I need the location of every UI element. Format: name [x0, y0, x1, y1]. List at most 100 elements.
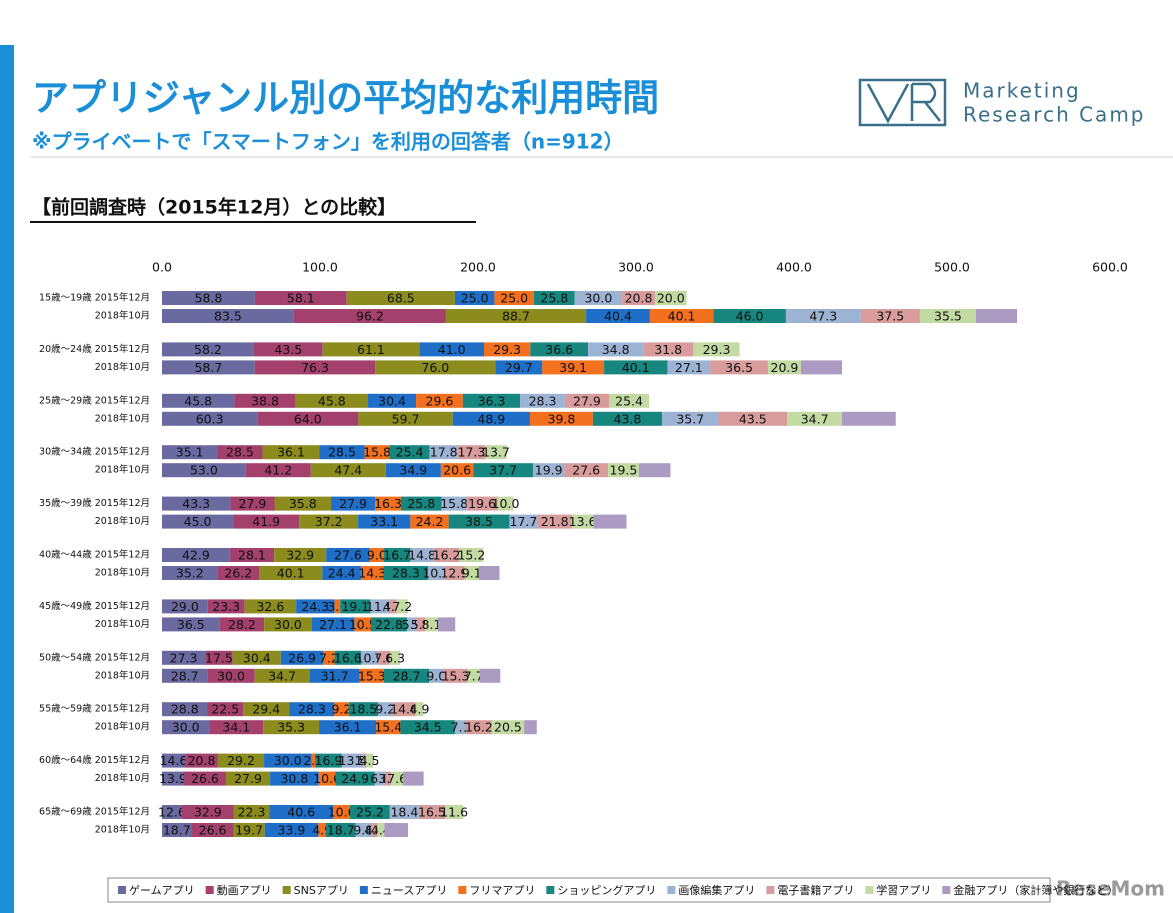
bar-segment — [509, 514, 538, 529]
data-label: 28.3 — [392, 566, 420, 581]
bar-segment — [162, 514, 234, 529]
section-heading: 【前回調査時（2015年12月）との比較】 — [32, 196, 396, 219]
category-label: 2018年10月 — [95, 310, 150, 322]
bar-segment — [392, 702, 416, 717]
x-tick-label: 500.0 — [934, 260, 970, 275]
bar-segment — [348, 702, 378, 717]
data-label: 15.3 — [442, 668, 470, 683]
data-label: 35.2 — [176, 566, 204, 581]
data-label: 83.5 — [214, 309, 242, 324]
bar-segment — [162, 771, 184, 786]
data-label: 88.7 — [502, 309, 530, 324]
data-label: 15.8 — [363, 445, 391, 460]
data-label: 10.6 — [328, 805, 356, 820]
bar-segment — [454, 291, 495, 305]
data-label: 10.9 — [356, 650, 384, 665]
bar-segment — [326, 823, 356, 837]
bar-segment — [495, 360, 543, 375]
bar-segment — [437, 617, 456, 632]
bar-segment — [389, 805, 419, 819]
bar-segment — [593, 514, 627, 529]
data-label: 27.1 — [675, 360, 703, 375]
data-label: 43.8 — [614, 411, 642, 426]
bar-segment — [207, 599, 245, 614]
bar-segment — [219, 617, 265, 632]
category-label: 60歳～64歳 2015年12月 — [39, 754, 150, 766]
legend-marker — [118, 886, 126, 894]
category-label: 2018年10月 — [95, 412, 150, 424]
data-label: 64.0 — [294, 411, 322, 426]
data-label: 10.5 — [349, 617, 377, 632]
bar-segment — [524, 720, 537, 735]
data-label: 47.3 — [809, 309, 837, 324]
bar-segment — [466, 496, 498, 511]
bar-segment — [270, 771, 319, 786]
bar-segment — [464, 566, 479, 580]
data-label: 29.3 — [493, 342, 521, 357]
bar-segment — [368, 393, 417, 408]
data-label: 16.2 — [433, 548, 461, 563]
data-label: 25.0 — [500, 291, 528, 306]
data-label: 17.5 — [205, 650, 233, 665]
bar-segment — [383, 566, 429, 580]
bar-segment — [542, 360, 605, 375]
data-label: 7.1 — [451, 720, 471, 735]
data-label: 41.0 — [438, 342, 466, 357]
data-label: 43.3 — [182, 496, 210, 511]
data-label: 30.0 — [172, 720, 200, 735]
bar-segment — [407, 617, 417, 632]
data-label: 40.1 — [668, 309, 696, 324]
data-label: 24.2 — [416, 514, 444, 529]
bar-segment — [280, 650, 324, 665]
bar-segment — [622, 291, 655, 305]
legend-label: フリマアプリ — [469, 884, 535, 897]
bar-segment — [403, 771, 424, 786]
data-label: 20.8 — [625, 291, 653, 306]
bar-segment — [667, 360, 711, 375]
data-label: 27.9 — [339, 496, 367, 511]
data-label: 43.5 — [274, 342, 302, 357]
data-label: 31.8 — [654, 342, 682, 357]
bar-segment — [340, 599, 371, 614]
subtitle: ※プライベートで「スマートフォン」を利用の回答者（n=912） — [32, 130, 624, 154]
bar-segment — [346, 291, 455, 305]
bar-segment — [385, 771, 392, 786]
data-label: 25.2 — [356, 805, 384, 820]
bar-segment — [416, 393, 463, 408]
bar-segment — [389, 445, 430, 460]
data-label: 24.3 — [301, 599, 329, 614]
data-label: 9.0 — [367, 548, 387, 563]
bar-segment — [319, 720, 377, 735]
category-label: 2018年10月 — [95, 515, 150, 527]
data-label: 16.2 — [465, 720, 493, 735]
bar-segment — [710, 360, 768, 375]
legend-marker — [865, 886, 874, 894]
bar-segment — [374, 771, 386, 786]
data-label: 28.7 — [171, 668, 199, 683]
bar-segment — [162, 823, 192, 837]
data-label: 29.7 — [505, 360, 533, 375]
x-tick-label: 400.0 — [776, 260, 812, 275]
data-label: 38.5 — [465, 514, 493, 529]
data-label: 9.8 — [353, 823, 373, 838]
category-label: 55歳～59歳 2015年12月 — [39, 703, 150, 715]
bar-segment — [309, 668, 360, 683]
legend-label: ショッピングアプリ — [557, 883, 656, 897]
bar-segment — [205, 650, 233, 665]
x-tick-label: 0.0 — [152, 260, 172, 275]
bar-segment — [319, 445, 365, 460]
bar-segment — [322, 566, 361, 580]
data-label: 24.4 — [328, 566, 356, 581]
bar-segment — [440, 463, 474, 478]
bar-segment — [315, 753, 342, 768]
data-label: 25.8 — [540, 291, 568, 306]
bar-segment — [400, 496, 442, 511]
data-label: 58.1 — [287, 291, 315, 306]
data-label: 29.3 — [703, 342, 731, 357]
data-label: 27.1 — [319, 617, 347, 632]
data-label: 16.5 — [418, 805, 446, 820]
data-label: 7.2 — [392, 599, 412, 614]
bar-segment — [335, 771, 375, 786]
data-label: 13.5 — [339, 753, 367, 768]
bar-segment — [389, 599, 397, 614]
